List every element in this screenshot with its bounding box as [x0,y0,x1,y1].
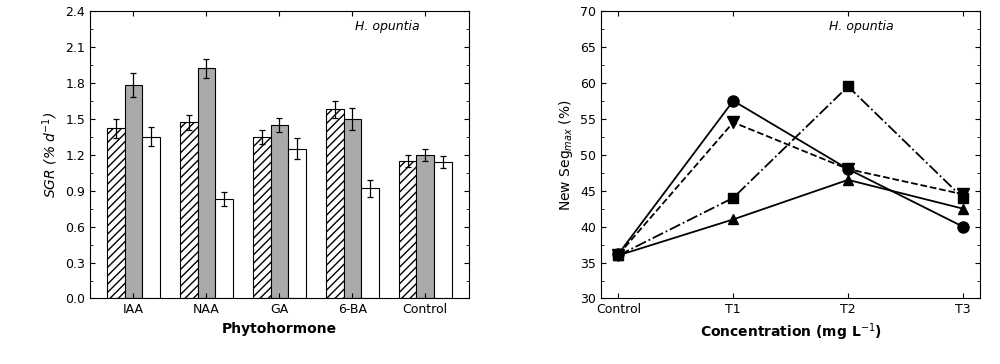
Bar [215,199,233,298]
Bar [326,109,344,298]
Bar [361,188,379,298]
Bar [434,162,452,298]
Bar [180,122,198,298]
Text: H. opuntia: H. opuntia [355,20,420,32]
Bar [142,137,160,298]
Text: H. opuntia: H. opuntia [829,20,893,32]
Bar [253,137,271,298]
Bar [125,85,142,298]
Bar [198,68,215,298]
Y-axis label: SGR (% d$^{-1}$): SGR (% d$^{-1}$) [40,111,60,198]
Bar [399,161,416,298]
X-axis label: Concentration (mg L$^{-1}$): Concentration (mg L$^{-1}$) [700,322,882,344]
Bar [344,119,361,298]
Bar [288,149,306,298]
Bar [271,125,288,298]
X-axis label: Phytohormone: Phytohormone [222,322,337,336]
Bar [416,155,434,298]
Bar [107,128,125,298]
Y-axis label: New Seg$_{\mathit{max}}$ (%): New Seg$_{\mathit{max}}$ (%) [557,99,575,210]
